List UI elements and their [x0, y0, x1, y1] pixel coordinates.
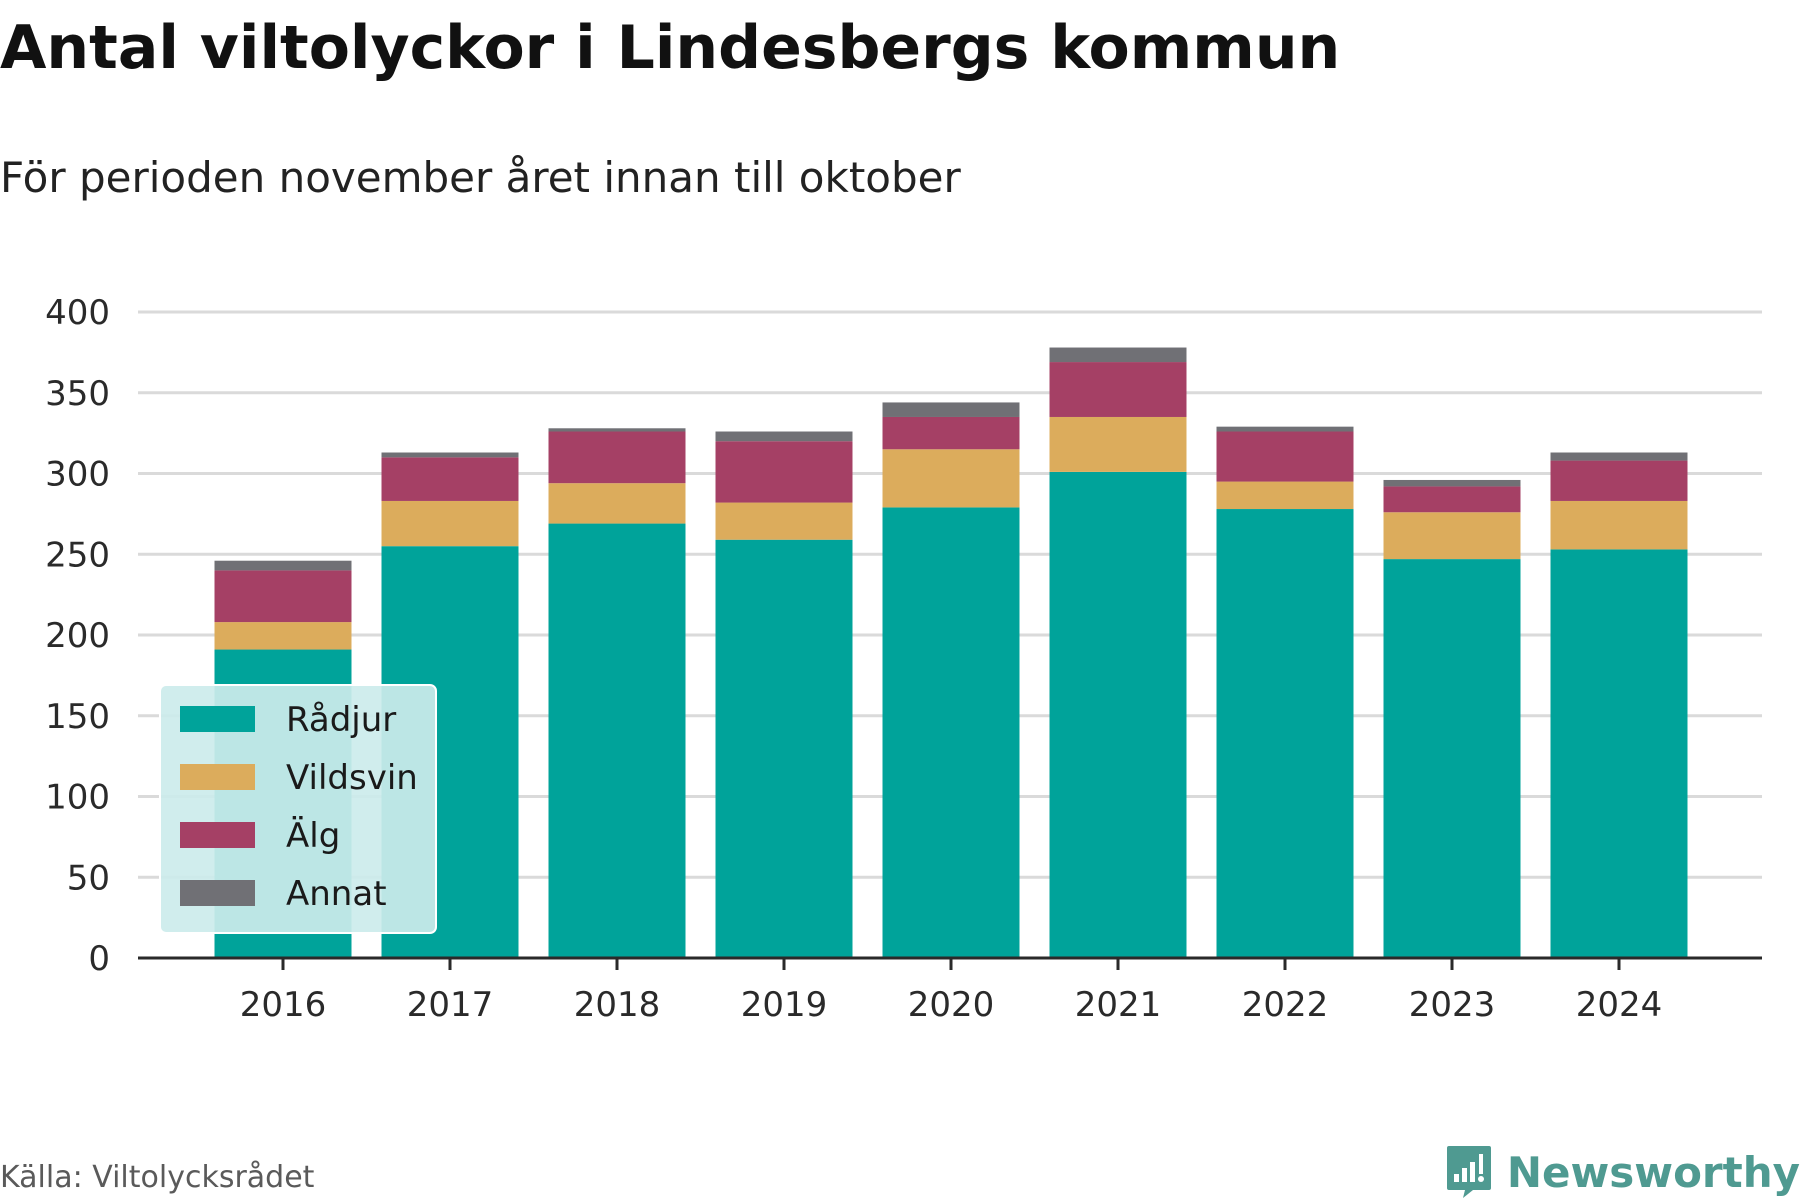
legend-label-vildsvin: Vildsvin — [286, 758, 418, 798]
bar-segment-rådjur-2019 — [715, 539, 853, 958]
bar-segment-annat-2017 — [381, 452, 519, 458]
y-tick-label: 100 — [45, 778, 110, 818]
x-axis-ticks: 2016 2017 2018 2019 2020 2021 2022 2023 2024 — [240, 958, 1663, 1025]
y-tick-label: 400 — [45, 293, 110, 333]
legend-label-rådjur: Rådjur — [286, 700, 396, 740]
bar-segment-älg-2020 — [882, 416, 1020, 450]
legend-swatch-annat — [180, 880, 255, 906]
brand-name: Newsworthy — [1506, 1147, 1800, 1197]
bar-segment-rådjur-2018 — [548, 523, 686, 958]
legend: Rådjur Vildsvin Älg Annat — [159, 684, 437, 934]
legend-box — [159, 684, 437, 934]
bar-segment-älg-2021 — [1049, 362, 1187, 417]
bar-segment-annat-2021 — [1049, 347, 1187, 363]
x-tick-label: 2024 — [1576, 985, 1663, 1025]
bar-segment-älg-2022 — [1216, 431, 1354, 482]
legend-label-älg: Älg — [286, 816, 340, 856]
legend-swatch-rådjur — [180, 706, 255, 732]
bar-segment-annat-2023 — [1383, 479, 1521, 487]
y-tick-label: 50 — [67, 858, 110, 898]
bar-segment-älg-2024 — [1550, 460, 1688, 501]
bar-segment-annat-2020 — [882, 402, 1020, 417]
y-tick-label: 350 — [45, 374, 110, 414]
bar-segment-rådjur-2023 — [1383, 559, 1521, 958]
x-tick-label: 2020 — [908, 985, 995, 1025]
bar-segment-vildsvin-2020 — [882, 449, 1020, 508]
bar-segment-vildsvin-2024 — [1550, 500, 1688, 550]
chart-title: Antal viltolyckor i Lindesbergs kommun — [0, 13, 1341, 83]
bars — [214, 347, 1688, 958]
bar-segment-rådjur-2020 — [882, 507, 1020, 958]
bar-segment-rådjur-2024 — [1550, 549, 1688, 958]
bar-segment-rådjur-2021 — [1049, 471, 1187, 958]
x-tick-label: 2017 — [407, 985, 494, 1025]
bar-segment-vildsvin-2019 — [715, 502, 853, 540]
legend-swatch-vildsvin — [180, 764, 255, 790]
x-tick-label: 2021 — [1075, 985, 1162, 1025]
bar-segment-vildsvin-2023 — [1383, 512, 1521, 560]
y-tick-label: 0 — [88, 939, 110, 979]
bar-segment-annat-2019 — [715, 431, 853, 442]
legend-swatch-älg — [180, 822, 255, 848]
brand-logo: Newsworthy — [1445, 1142, 1800, 1200]
bar-segment-vildsvin-2018 — [548, 483, 686, 524]
newsworthy-logo-icon — [1446, 1146, 1491, 1198]
bar-segment-annat-2024 — [1550, 452, 1688, 461]
bar-segment-annat-2018 — [548, 428, 686, 432]
bar-segment-vildsvin-2017 — [381, 500, 519, 547]
bar-segment-annat-2016 — [214, 560, 352, 571]
y-tick-label: 300 — [45, 455, 110, 495]
x-tick-label: 2016 — [240, 985, 327, 1025]
bar-segment-annat-2022 — [1216, 426, 1354, 432]
y-tick-label: 250 — [45, 535, 110, 575]
y-tick-label: 150 — [45, 697, 110, 737]
chart-subtitle: För perioden november året innan till ok… — [0, 153, 961, 202]
bar-segment-älg-2017 — [381, 457, 519, 501]
bar-segment-älg-2023 — [1383, 486, 1521, 513]
x-tick-label: 2022 — [1242, 985, 1329, 1025]
x-tick-label: 2018 — [574, 985, 661, 1025]
bar-segment-älg-2018 — [548, 431, 686, 484]
bar-segment-vildsvin-2016 — [214, 622, 352, 650]
y-axis-ticks: 0 50 100 150 200 250 300 350 400 — [45, 293, 110, 979]
bar-segment-vildsvin-2022 — [1216, 481, 1354, 510]
bar-segment-älg-2019 — [715, 441, 853, 503]
y-tick-label: 200 — [45, 616, 110, 656]
legend-label-annat: Annat — [286, 874, 387, 914]
x-tick-label: 2019 — [741, 985, 828, 1025]
source-note: Källa: Viltolycksrådet — [0, 1160, 315, 1195]
bar-segment-rådjur-2022 — [1216, 509, 1354, 958]
x-tick-label: 2023 — [1409, 985, 1496, 1025]
bar-segment-vildsvin-2021 — [1049, 416, 1187, 472]
bar-segment-älg-2016 — [214, 570, 352, 623]
